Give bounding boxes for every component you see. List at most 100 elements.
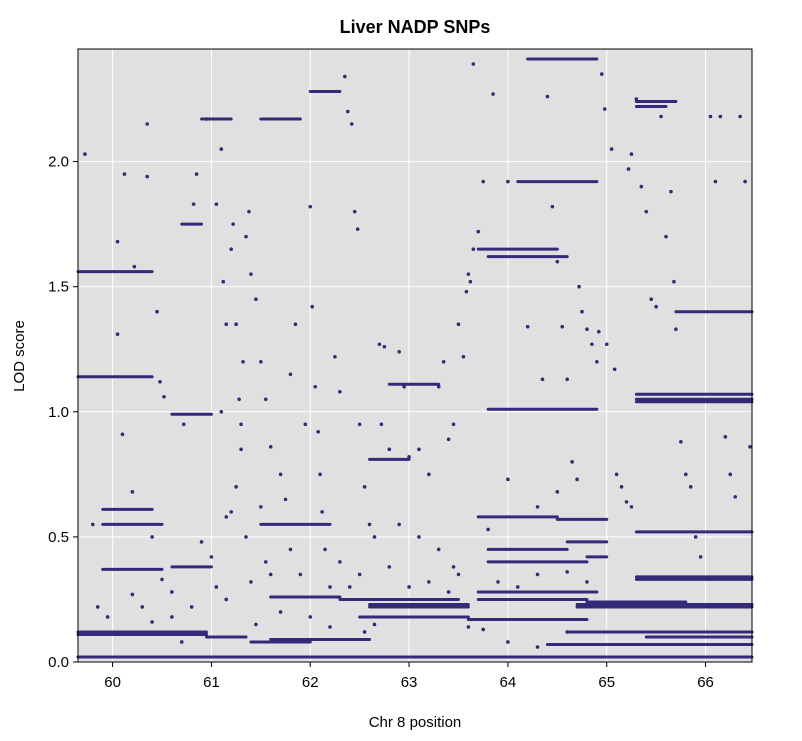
snp-point-126 (713, 179, 718, 184)
snp-point-11 (130, 490, 135, 494)
snp-point-81 (481, 179, 485, 184)
snp-point-79 (471, 62, 476, 66)
snp-point-3 (145, 122, 149, 126)
snp-point-47 (323, 547, 327, 552)
snp-point-164 (249, 580, 253, 584)
snp-point-84 (525, 324, 530, 329)
snp-point-123 (693, 535, 698, 539)
snp-point-122 (688, 485, 693, 489)
snp-point-88 (555, 259, 560, 264)
snp-point-186 (224, 515, 229, 519)
snp-point-157 (209, 555, 214, 559)
snp-point-10 (120, 432, 125, 437)
snp-point-133 (748, 445, 752, 449)
snp-point-166 (259, 505, 263, 509)
snp-point-116 (664, 234, 668, 239)
snp-point-181 (446, 590, 451, 594)
snp-point-77 (468, 279, 473, 284)
snp-point-61 (379, 422, 384, 427)
snp-point-118 (672, 279, 676, 284)
snp-point-115 (659, 114, 663, 119)
snp-point-167 (263, 560, 268, 564)
snp-point-56 (357, 422, 362, 427)
snp-point-107 (629, 505, 634, 509)
snp-point-106 (624, 500, 629, 504)
snp-point-179 (407, 585, 411, 589)
snp-point-189 (436, 547, 441, 552)
snp-point-125 (708, 114, 713, 119)
snp-point-94 (580, 309, 584, 314)
snp-point-69 (436, 384, 441, 389)
snp-point-111 (639, 184, 644, 189)
snp-point-91 (570, 460, 574, 464)
snp-point-156 (199, 540, 204, 544)
snp-point-144 (506, 640, 510, 644)
data-points (76, 57, 754, 659)
x-tick-label-0: 60 (104, 674, 121, 691)
snp-point-113 (649, 297, 653, 302)
snp-point-75 (464, 289, 469, 294)
snp-point-86 (545, 94, 550, 99)
snp-point-112 (644, 209, 649, 214)
snp-point-93 (577, 284, 581, 289)
snp-point-129 (728, 472, 733, 477)
snp-point-158 (214, 585, 219, 589)
snp-point-132 (743, 179, 747, 184)
snp-point-127 (718, 114, 723, 119)
snp-point-55 (355, 227, 360, 231)
chart-title: Liver NADP SNPs (340, 17, 491, 37)
snp-point-45 (318, 472, 322, 477)
x-axis: 60 61 62 63 64 65 66 (104, 662, 714, 691)
snp-point-28 (241, 359, 245, 364)
snp-point-17 (194, 172, 199, 176)
snp-point-160 (229, 510, 233, 514)
snp-point-142 (585, 580, 589, 584)
snp-point-139 (515, 585, 520, 589)
snp-point-87 (550, 204, 555, 209)
y-tick-label-0: 0.0 (48, 654, 69, 671)
snp-point-170 (288, 547, 293, 552)
snp-point-173 (338, 560, 342, 564)
snp-point-76 (466, 272, 471, 276)
snp-point-121 (683, 472, 688, 477)
snp-point-26 (237, 397, 241, 402)
snp-point-141 (565, 570, 569, 574)
snp-point-176 (362, 630, 367, 634)
snp-point-2 (122, 172, 127, 176)
snp-point-98 (597, 329, 601, 334)
snp-point-78 (471, 247, 476, 251)
snp-point-15 (181, 422, 186, 427)
y-tick-label-2: 1.0 (48, 404, 69, 421)
snp-point-149 (105, 615, 110, 619)
snp-point-44 (316, 430, 320, 434)
snp-point-62 (382, 344, 387, 349)
snp-point-134 (486, 527, 490, 532)
snp-point-137 (555, 490, 560, 494)
snp-point-64 (397, 349, 401, 354)
snp-point-34 (263, 397, 268, 402)
snp-point-9 (115, 332, 120, 337)
snp-point-159 (224, 597, 229, 602)
snp-point-177 (372, 622, 377, 627)
snp-point-182 (456, 572, 461, 577)
x-tick-label-3: 63 (401, 674, 418, 691)
snp-point-185 (219, 409, 224, 414)
snp-point-96 (590, 342, 594, 347)
snp-point-14 (170, 590, 174, 594)
snp-point-175 (357, 572, 362, 577)
snp-point-58 (367, 522, 372, 527)
snp-point-89 (560, 324, 565, 329)
snp-point-70 (441, 359, 446, 364)
snp-point-100 (602, 107, 607, 111)
snp-point-108 (626, 167, 631, 171)
snp-point-114 (654, 304, 658, 309)
x-axis-label: Chr 8 position (369, 714, 462, 731)
snp-point-21 (221, 279, 226, 284)
snp-point-143 (481, 627, 485, 632)
snp-point-57 (362, 485, 367, 489)
snp-point-23 (229, 247, 233, 251)
snp-point-63 (387, 447, 392, 452)
snp-point-60 (377, 342, 382, 347)
snp-point-103 (612, 367, 617, 372)
snp-point-155 (189, 605, 194, 609)
